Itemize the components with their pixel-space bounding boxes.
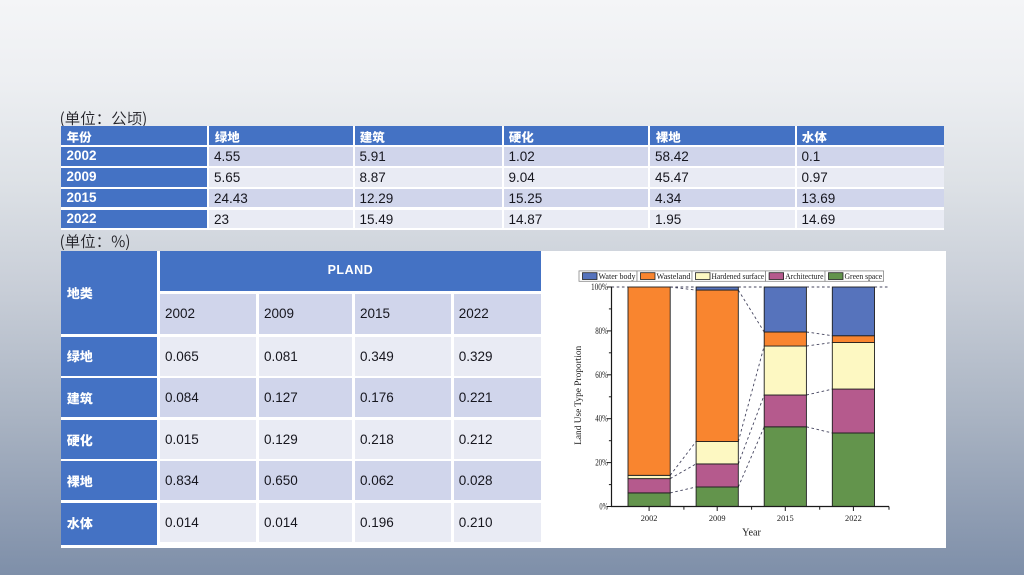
svg-text:20%: 20% — [595, 458, 608, 468]
svg-text:2022: 2022 — [845, 514, 862, 523]
svg-text:60%: 60% — [595, 370, 608, 380]
svg-text:Year: Year — [742, 528, 761, 539]
svg-text:Water body: Water body — [599, 272, 637, 281]
svg-text:40%: 40% — [595, 414, 608, 424]
svg-text:2015: 2015 — [777, 514, 794, 523]
svg-text:2009: 2009 — [709, 514, 726, 523]
svg-text:Land Use Type Proportion: Land Use Type Proportion — [573, 346, 584, 445]
svg-text:80%: 80% — [595, 326, 608, 336]
svg-text:2002: 2002 — [641, 514, 658, 523]
svg-text:Architecture: Architecture — [785, 272, 824, 281]
svg-text:0%: 0% — [599, 502, 608, 512]
svg-text:Wasteland: Wasteland — [657, 272, 691, 281]
svg-text:100%: 100% — [591, 282, 608, 292]
svg-text:Green space: Green space — [845, 272, 883, 281]
svg-text:Hardened surface: Hardened surface — [712, 272, 765, 281]
